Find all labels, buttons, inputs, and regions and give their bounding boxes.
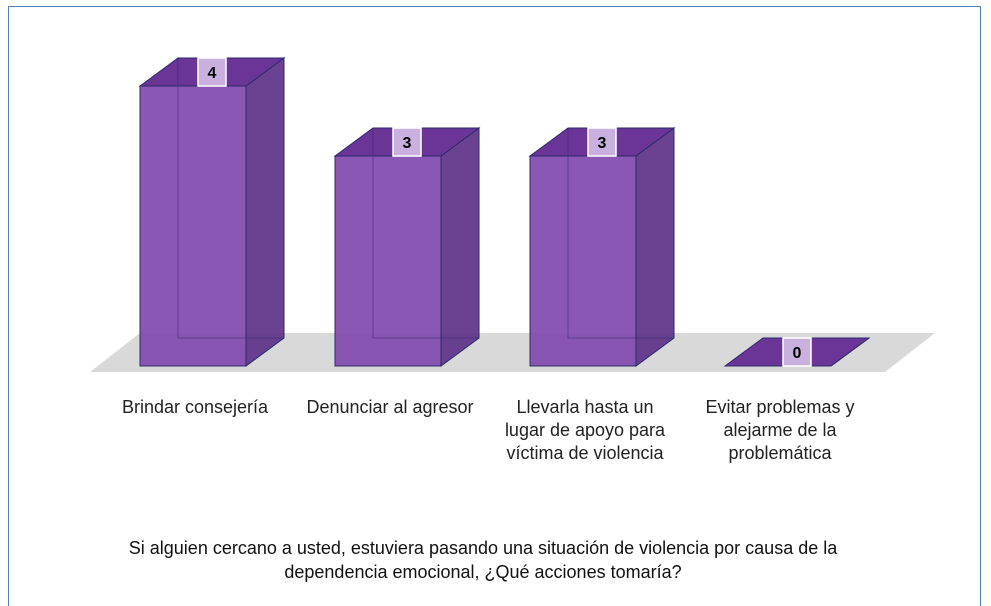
bar [529, 155, 637, 367]
value-label-box [587, 127, 617, 157]
bar-side [245, 57, 285, 367]
value-label: 0 [793, 345, 802, 362]
bar-back-edge [372, 128, 479, 339]
x-tick-label: Brindar consejería [121, 397, 269, 417]
bar-side [635, 127, 675, 367]
bar-side [440, 127, 480, 367]
bar-back-edge [567, 128, 674, 339]
value-label: 4 [208, 65, 217, 82]
bar [334, 155, 442, 367]
floor [90, 333, 935, 372]
bar [139, 85, 247, 367]
chart-title: Si alguien cercano a usted, estuviera pa… [128, 538, 838, 582]
bar-back-edge [177, 58, 284, 339]
value-label-box [782, 337, 812, 367]
value-label: 3 [598, 135, 607, 152]
x-tick-label: Evitar problemas y alejarme de la proble… [705, 397, 855, 463]
value-label-box [392, 127, 422, 157]
x-tick-label: Llevarla hasta un lugar de apoyo para ví… [504, 397, 666, 463]
value-label-box [197, 57, 227, 87]
x-tick-label: Denunciar al agresor [306, 397, 474, 417]
value-label: 3 [403, 135, 412, 152]
